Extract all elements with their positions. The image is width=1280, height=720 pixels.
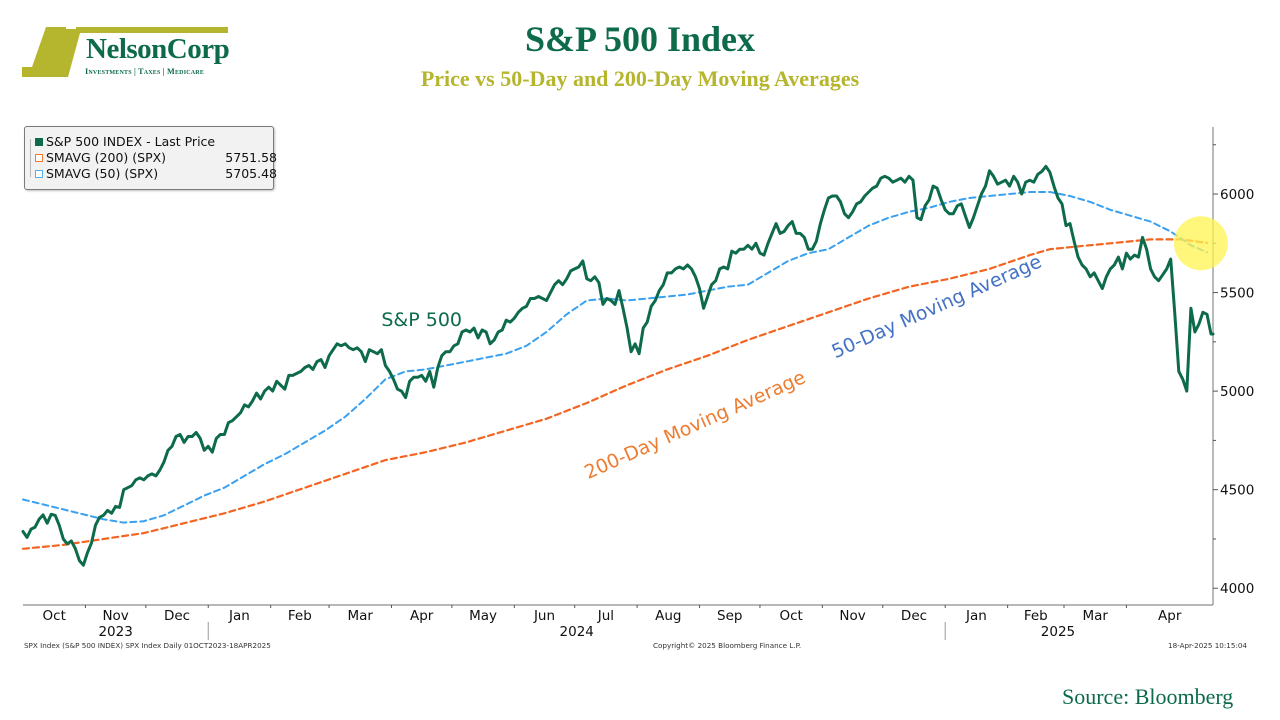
x-tick-label: Aug: [655, 608, 681, 624]
sma200-line: [21, 238, 1209, 550]
legend-value-sma200: 5751.58: [225, 150, 277, 165]
year-label: 2025: [1041, 624, 1075, 640]
highlight-circle: [1173, 216, 1228, 271]
x-tick-label: Dec: [901, 608, 927, 624]
legend-value-sma50: 5705.48: [225, 166, 277, 181]
y-tick-label: 4500: [1220, 483, 1254, 499]
x-tick-label: Oct: [43, 608, 66, 624]
logo-n-mark: [22, 27, 228, 77]
x-tick-label: Feb: [288, 608, 312, 624]
x-tick-label: Feb: [1024, 608, 1048, 624]
y-tick-label: 5000: [1220, 384, 1254, 400]
annotation-sp500: S&P 500: [381, 309, 462, 331]
sma50-swatch-icon: [35, 170, 43, 178]
x-tick-label: Apr: [410, 608, 434, 624]
footer-copyright: Copyright© 2025 Bloomberg Finance L.P.: [653, 641, 802, 650]
legend-label-price: S&P 500 INDEX - Last Price: [46, 134, 216, 149]
y-tick-label: 6000: [1220, 187, 1254, 203]
x-tick-label: Mar: [1082, 608, 1108, 624]
year-label: 2023: [98, 624, 132, 640]
chart-subtitle: Price vs 50-Day and 200-Day Moving Avera…: [420, 66, 860, 91]
year-label: 2024: [560, 624, 594, 640]
logo-name: NelsonCorp: [86, 33, 230, 65]
price-line: [21, 164, 1215, 567]
annotation-sma200: 200-Day Moving Average: [581, 366, 809, 483]
y-tick-label: 5500: [1220, 286, 1254, 302]
x-tick-label: May: [469, 608, 497, 624]
annotation-sma50: 50-Day Moving Average: [828, 251, 1045, 364]
x-tick-label: Nov: [839, 608, 865, 624]
series-layer: [21, 164, 1215, 567]
legend-item-sma50: SMAVG (50) (SPX) 5705.48: [35, 166, 277, 182]
x-tick-label: Jul: [597, 608, 614, 624]
legend-item-sma200: SMAVG (200) (SPX) 5751.58: [35, 150, 277, 166]
legend-item-price: S&P 500 INDEX - Last Price: [35, 134, 215, 150]
legend-label-sma50: SMAVG (50) (SPX): [46, 166, 159, 181]
sma50-line: [22, 191, 1208, 524]
x-tick-label: Sep: [717, 608, 742, 624]
x-tick-label: Dec: [164, 608, 190, 624]
x-tick-label: Jan: [965, 608, 987, 624]
axes: 4000 4500 5000 5500 6000 Oct Nov Dec Jan Feb Mar Ap…: [23, 127, 1254, 640]
legend-label-sma200: SMAVG (200) (SPX): [46, 150, 167, 165]
source-note: Source: Bloomberg: [1062, 684, 1234, 709]
x-tick-label: Apr: [1158, 608, 1182, 624]
footer-timestamp: 18-Apr-2025 10:15:04: [1168, 641, 1248, 650]
x-tick-label: Oct: [779, 608, 802, 624]
legend: S&P 500 INDEX - Last Price SMAVG (200) (…: [24, 126, 277, 190]
price-swatch-icon: [35, 138, 43, 146]
x-tick-label: Nov: [102, 608, 128, 624]
legend-tree-line: [30, 139, 35, 177]
sma200-swatch-icon: [35, 154, 43, 162]
nelsoncorp-logo: [22, 27, 228, 77]
x-tick-label: Jun: [533, 608, 555, 624]
logo-tagline: Investments | Taxes | Medicare: [85, 67, 205, 76]
chart-title: S&P 500 Index: [524, 19, 756, 59]
x-tick-label: Mar: [348, 608, 374, 624]
footer-series-info: SPX Index (S&P 500 INDEX) SPX Index Dail…: [24, 641, 271, 650]
y-tick-label: 4000: [1220, 581, 1254, 597]
x-tick-label: Jan: [228, 608, 250, 624]
